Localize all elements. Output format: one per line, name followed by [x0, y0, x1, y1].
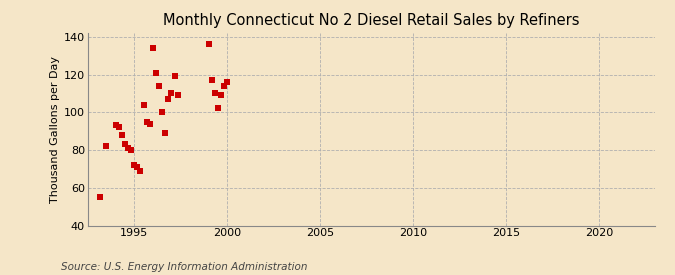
Point	[166, 91, 177, 96]
Point	[113, 125, 124, 130]
Point	[151, 70, 161, 75]
Point	[95, 195, 105, 199]
Point	[172, 93, 183, 97]
Point	[153, 84, 164, 88]
Title: Monthly Connecticut No 2 Diesel Retail Sales by Refiners: Monthly Connecticut No 2 Diesel Retail S…	[163, 13, 580, 28]
Point	[213, 106, 223, 111]
Point	[123, 146, 134, 150]
Point	[169, 74, 180, 79]
Point	[138, 103, 149, 107]
Point	[157, 110, 167, 114]
Point	[203, 42, 214, 46]
Point	[144, 121, 155, 126]
Point	[101, 144, 112, 148]
Point	[207, 78, 217, 82]
Point	[141, 120, 152, 124]
Point	[126, 148, 136, 152]
Point	[110, 123, 121, 128]
Point	[132, 165, 143, 169]
Point	[119, 142, 130, 147]
Point	[222, 80, 233, 84]
Point	[215, 93, 226, 97]
Text: Source: U.S. Energy Information Administration: Source: U.S. Energy Information Administ…	[61, 262, 307, 272]
Point	[116, 133, 127, 137]
Point	[129, 163, 140, 167]
Point	[147, 46, 158, 50]
Point	[209, 91, 220, 96]
Point	[135, 169, 146, 173]
Point	[219, 84, 230, 88]
Y-axis label: Thousand Gallons per Day: Thousand Gallons per Day	[50, 56, 59, 203]
Point	[160, 131, 171, 135]
Point	[163, 97, 173, 101]
